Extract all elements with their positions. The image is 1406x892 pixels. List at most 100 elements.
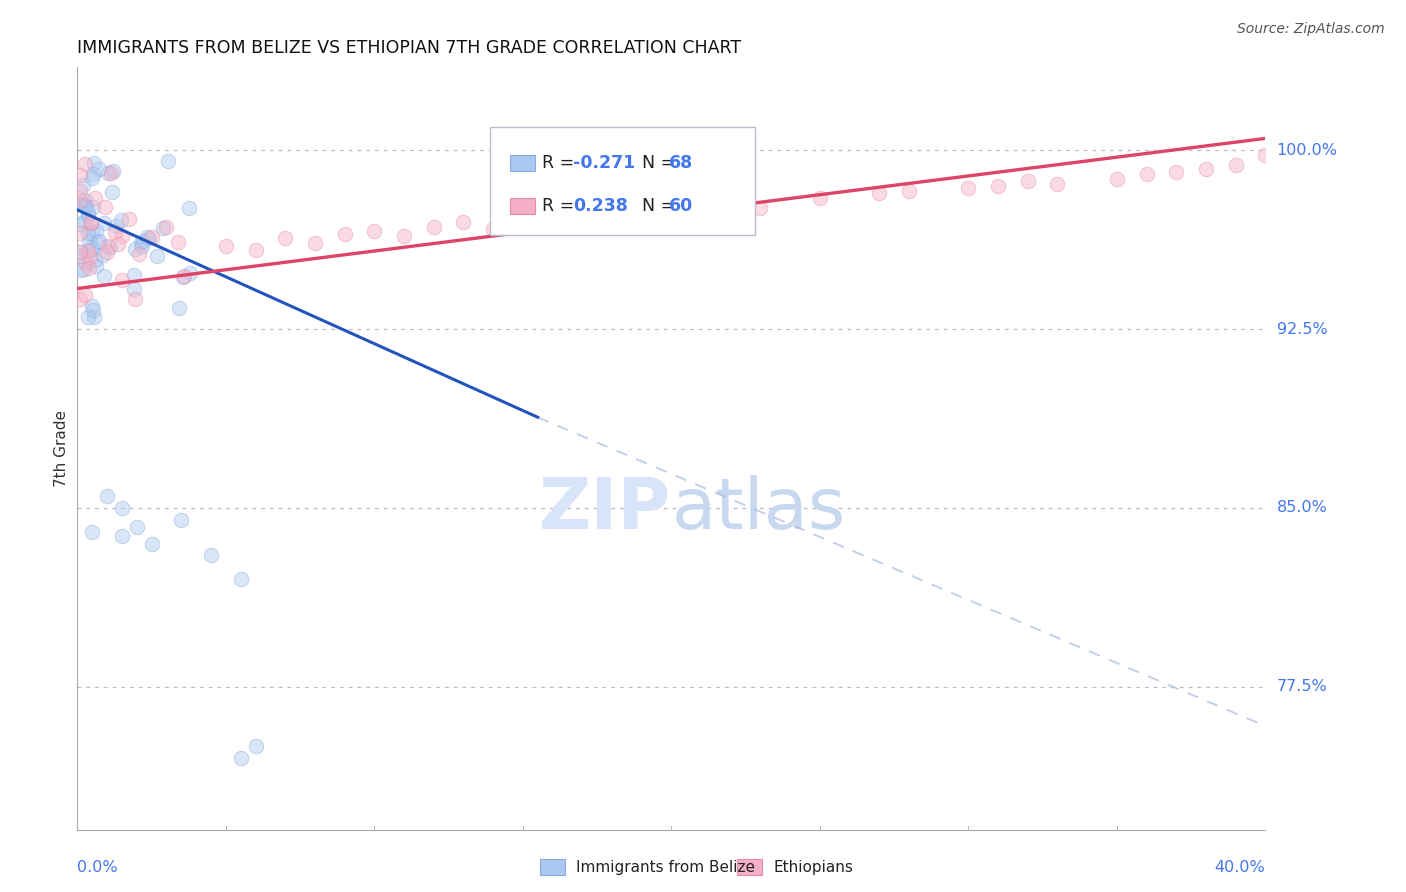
Point	[141, 536, 163, 550]
Point	[138, 231, 160, 245]
Text: IMMIGRANTS FROM BELIZE VS ETHIOPIAN 7TH GRADE CORRELATION CHART: IMMIGRANTS FROM BELIZE VS ETHIOPIAN 7TH …	[77, 39, 741, 57]
Point	[274, 231, 297, 245]
Point	[333, 227, 356, 241]
Point	[82, 300, 104, 314]
Point	[110, 213, 132, 227]
Point	[720, 195, 742, 210]
Point	[105, 219, 128, 234]
Point	[1046, 177, 1069, 191]
Point	[141, 230, 163, 244]
Point	[145, 249, 167, 263]
Point	[93, 269, 115, 284]
Text: 40.0%: 40.0%	[1215, 860, 1265, 875]
Point	[75, 193, 97, 207]
Point	[96, 489, 118, 503]
Point	[83, 156, 105, 170]
Point	[80, 242, 103, 256]
Point	[93, 216, 115, 230]
Point	[170, 513, 193, 527]
Point	[69, 263, 91, 277]
Y-axis label: 7th Grade: 7th Grade	[53, 409, 69, 487]
Point	[72, 262, 94, 277]
Point	[84, 223, 107, 237]
Point	[101, 185, 124, 199]
Point	[104, 226, 127, 240]
Point	[80, 226, 103, 240]
Text: Ethiopians: Ethiopians	[773, 860, 853, 874]
Point	[111, 273, 134, 287]
Point	[179, 266, 201, 280]
Point	[422, 219, 444, 234]
Point	[69, 226, 91, 240]
Point	[512, 210, 534, 224]
Point	[957, 181, 980, 195]
Point	[132, 235, 155, 249]
Point	[482, 222, 505, 236]
Point	[100, 166, 122, 180]
Point	[97, 166, 120, 180]
Point	[69, 197, 91, 211]
Point	[129, 236, 152, 251]
Point	[91, 248, 114, 262]
Text: 0.0%: 0.0%	[77, 860, 118, 875]
Point	[136, 230, 159, 244]
Text: 85.0%: 85.0%	[1277, 500, 1327, 516]
Point	[363, 224, 385, 238]
Text: 60: 60	[669, 197, 693, 215]
Point	[97, 239, 120, 253]
Point	[987, 179, 1010, 194]
Point	[76, 244, 98, 258]
Point	[69, 184, 91, 198]
Point	[124, 292, 146, 306]
Point	[131, 238, 153, 252]
Point	[86, 235, 108, 250]
Point	[172, 270, 194, 285]
Point	[630, 202, 652, 217]
Point	[1017, 174, 1039, 188]
Text: Immigrants from Belize: Immigrants from Belize	[576, 860, 755, 874]
Text: R =: R =	[543, 197, 579, 215]
Point	[661, 208, 683, 222]
Point	[83, 310, 105, 325]
Point	[80, 216, 103, 230]
Point	[898, 184, 921, 198]
Point	[229, 572, 252, 586]
Point	[1166, 165, 1188, 179]
Text: 92.5%: 92.5%	[1277, 321, 1327, 336]
Point	[1135, 167, 1157, 181]
Point	[84, 191, 107, 205]
Point	[75, 200, 97, 214]
Point	[152, 220, 174, 235]
Point	[73, 214, 96, 228]
Text: 77.5%: 77.5%	[1277, 679, 1327, 694]
Text: Source: ZipAtlas.com: Source: ZipAtlas.com	[1237, 22, 1385, 37]
Point	[69, 249, 91, 263]
Point	[69, 193, 91, 207]
Point	[1225, 158, 1247, 172]
Point	[75, 157, 97, 171]
Point	[1195, 162, 1218, 177]
Point	[69, 245, 91, 260]
Point	[749, 201, 772, 215]
Point	[177, 201, 200, 215]
Text: -0.271: -0.271	[574, 154, 636, 172]
Point	[118, 212, 141, 227]
Point	[73, 199, 96, 213]
Point	[156, 153, 179, 168]
Point	[245, 739, 267, 753]
Point	[245, 244, 267, 258]
Point	[868, 186, 890, 201]
Point	[124, 281, 146, 295]
Point	[541, 217, 564, 231]
Point	[111, 500, 134, 515]
Point	[75, 256, 97, 270]
Point	[111, 529, 134, 543]
Point	[77, 210, 100, 224]
Point	[82, 200, 104, 214]
Point	[103, 164, 125, 178]
Point	[79, 250, 101, 264]
Point	[76, 226, 98, 240]
Point	[69, 217, 91, 231]
Point	[392, 229, 415, 244]
Point	[82, 167, 104, 181]
